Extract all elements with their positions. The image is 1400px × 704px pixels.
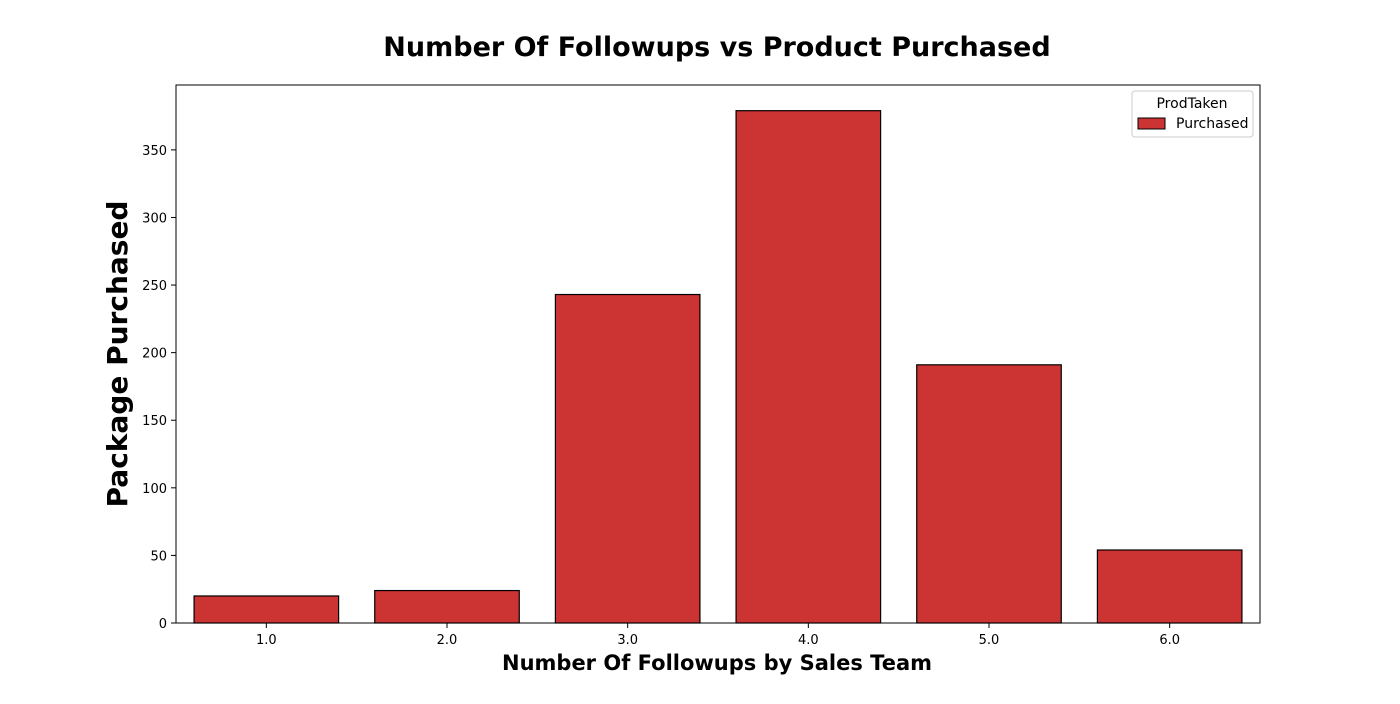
y-tick-label: 0 bbox=[159, 617, 167, 632]
x-axis-label: Number Of Followups by Sales Team bbox=[502, 651, 932, 675]
axes-frame bbox=[175, 84, 1261, 624]
x-tick-label: 6.0 bbox=[1159, 633, 1180, 648]
x-tick-label: 3.0 bbox=[617, 633, 638, 648]
legend-swatch bbox=[1137, 117, 1166, 130]
y-tick-label: 350 bbox=[142, 144, 167, 159]
y-tick-label: 100 bbox=[142, 482, 167, 497]
y-tick-label: 250 bbox=[142, 279, 167, 294]
bar-3.0 bbox=[554, 293, 701, 624]
x-tick-label: 4.0 bbox=[798, 633, 819, 648]
legend-title: ProdTaken bbox=[1156, 96, 1227, 112]
y-tick-label: 50 bbox=[150, 549, 167, 564]
y-tick-label: 300 bbox=[142, 211, 167, 226]
x-tick-label: 2.0 bbox=[437, 633, 458, 648]
bar-1.0 bbox=[193, 595, 340, 624]
legend-label: Purchased bbox=[1176, 116, 1248, 132]
bar-5.0 bbox=[916, 364, 1062, 624]
y-tick-label: 200 bbox=[142, 347, 167, 362]
y-axis-label: Package Purchased bbox=[101, 201, 134, 508]
bar-2.0 bbox=[374, 589, 520, 624]
legend: ProdTaken Purchased bbox=[1131, 90, 1254, 138]
bar-4.0 bbox=[735, 110, 882, 624]
chart-title: Number Of Followups vs Product Purchased bbox=[383, 32, 1050, 63]
y-tick-label: 150 bbox=[142, 414, 167, 429]
x-tick-label: 5.0 bbox=[979, 633, 1000, 648]
plot-area: 1.0 2.0 3.0 4.0 5.0 6.0 0 50 100 150 200 250 300 350 bbox=[142, 84, 1261, 648]
bar-6.0 bbox=[1096, 549, 1243, 624]
x-tick-label: 1.0 bbox=[256, 633, 277, 648]
